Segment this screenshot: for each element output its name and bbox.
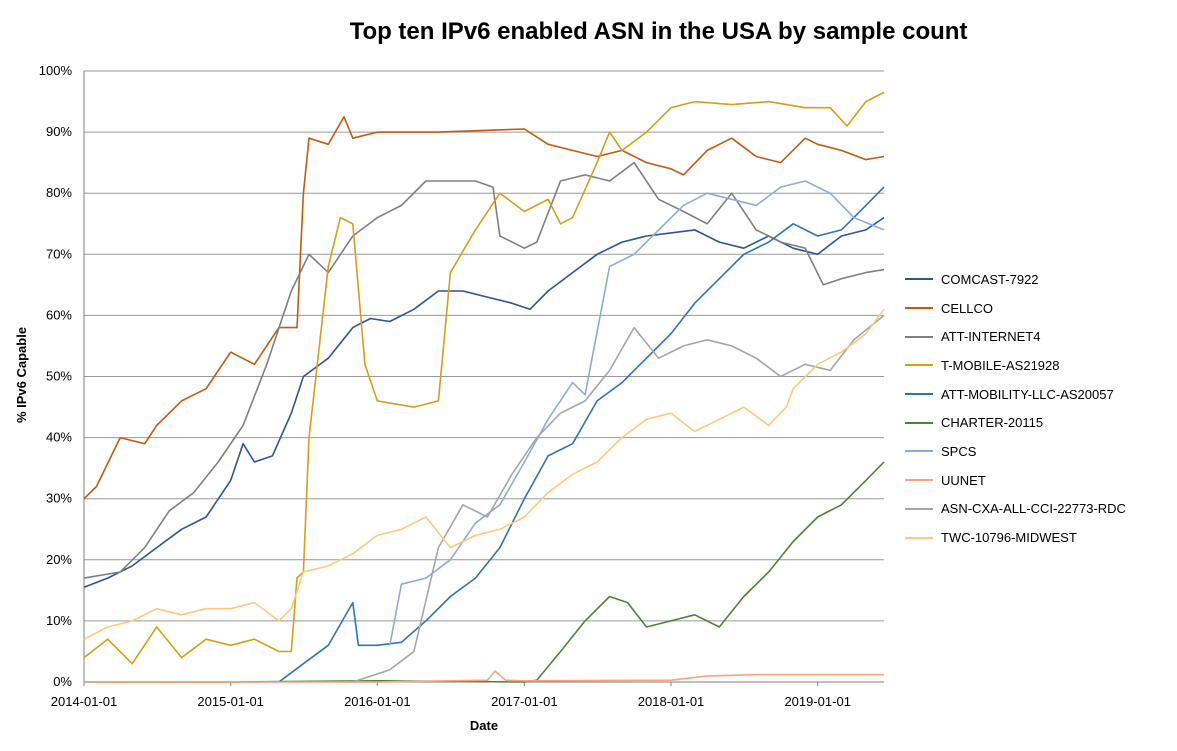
x-tick-label: 2018-01-01 (638, 694, 705, 709)
series-line-cellco (83, 116, 885, 500)
grid-lines (84, 70, 884, 622)
y-tick-label: 70% (46, 246, 72, 261)
legend-item: ATT-MOBILITY-LLC-AS20057 (905, 380, 1126, 409)
legend-label: CHARTER-20115 (941, 415, 1044, 431)
legend-item: UUNET (905, 466, 1126, 495)
legend-item: T-MOBILE-AS21928 (905, 351, 1126, 380)
series-line-att-mobility-llc-as20057 (278, 186, 885, 683)
x-tick-label: 2019-01-01 (784, 694, 851, 709)
y-tick-label: 60% (46, 307, 72, 322)
legend: COMCAST-7922 CELLCO ATT-INTERNET4 T-MOBILE-… (905, 265, 1126, 552)
legend-item: CHARTER-20115 (905, 408, 1126, 437)
y-tick-label: 80% (46, 185, 72, 200)
series-line-asn-cxa-all-cci-22773-rdc (352, 314, 885, 683)
y-axis-title: % IPv6 Capable (14, 327, 29, 423)
legend-item: TWC-10796-MIDWEST (905, 523, 1126, 552)
legend-swatch (905, 335, 933, 338)
legend-label: ATT-MOBILITY-LLC-AS20057 (941, 386, 1114, 402)
legend-label: SPCS (941, 443, 977, 459)
series-line-charter-20115 (84, 461, 885, 683)
y-tick-label: 30% (46, 491, 72, 506)
x-tick-label: 2017-01-01 (491, 694, 558, 709)
series-line-att-internet4 (83, 161, 885, 579)
legend-swatch (905, 507, 933, 510)
series-lines (83, 91, 885, 683)
legend-swatch (905, 536, 933, 539)
legend-swatch (905, 450, 933, 453)
legend-swatch (905, 479, 933, 482)
legend-swatch (905, 393, 933, 396)
legend-label: T-MOBILE-AS21928 (941, 357, 1060, 373)
y-tick-label: 40% (46, 430, 72, 445)
y-tick-label: 10% (46, 613, 72, 628)
legend-swatch (905, 278, 933, 281)
legend-label: ATT-INTERNET4 (941, 329, 1041, 345)
y-tick-label: 90% (46, 124, 72, 139)
x-tick-label: 2016-01-01 (344, 694, 411, 709)
series-line-comcast-7922 (83, 216, 885, 589)
legend-swatch (905, 364, 933, 367)
x-axis-title: Date (470, 718, 498, 733)
axes: 0% 10% 20% 30% 40% 50% 60% 70% 80% 90% 100% 2014-01… (39, 63, 884, 709)
legend-item: ASN-CXA-ALL-CCI-22773-RDC (905, 495, 1126, 524)
legend-swatch (905, 421, 933, 424)
y-tick-label: 50% (46, 369, 72, 384)
y-tick-label: 0% (53, 674, 72, 689)
series-line-t-mobile-as21928 (83, 91, 885, 665)
legend-label: COMCAST-7922 (941, 271, 1039, 287)
chart-title: Top ten IPv6 enabled ASN in the USA by s… (349, 18, 968, 45)
legend-label: TWC-10796-MIDWEST (941, 530, 1077, 546)
legend-item: SPCS (905, 437, 1126, 466)
x-tick-label: 2014-01-01 (51, 694, 118, 709)
legend-item: CELLCO (905, 294, 1126, 323)
legend-label: CELLCO (941, 300, 994, 316)
series-line-twc-10796-midwest (83, 308, 885, 640)
legend-label: ASN-CXA-ALL-CCI-22773-RDC (941, 501, 1126, 517)
legend-item: ATT-INTERNET4 (905, 322, 1126, 351)
y-tick-label: 100% (39, 63, 73, 78)
legend-swatch (905, 307, 933, 310)
legend-item: COMCAST-7922 (905, 265, 1126, 294)
series-line-uunet (84, 670, 884, 683)
y-tick-label: 20% (46, 552, 72, 567)
legend-label: UUNET (941, 472, 986, 488)
x-tick-label: 2015-01-01 (197, 694, 264, 709)
